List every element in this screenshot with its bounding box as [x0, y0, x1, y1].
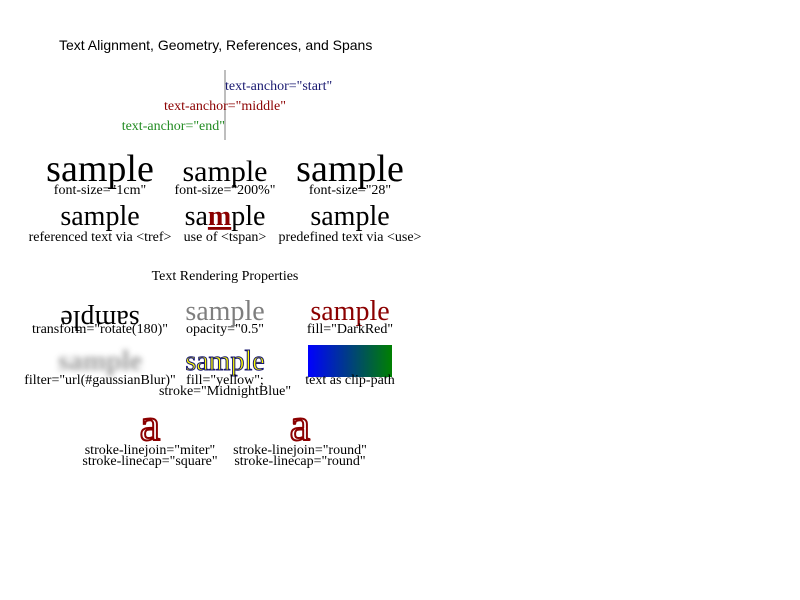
anchor-end-label: text-anchor="end" — [122, 119, 225, 134]
sample-tref: sample — [60, 201, 139, 232]
clip-path-gradient — [308, 345, 392, 377]
label-stroke-midnightblue: stroke="MidnightBlue" — [159, 384, 291, 399]
sample-rotated: sample — [60, 304, 139, 335]
label-tspan: use of <tspan> — [184, 230, 267, 245]
sample-use: sample — [310, 201, 389, 232]
anchor-middle-label: text-anchor="middle" — [164, 99, 286, 114]
main-title: Text Alignment, Geometry, References, an… — [59, 37, 372, 53]
tspan-before: sa — [185, 201, 209, 232]
sample-font-size-absolute: sample — [296, 148, 404, 190]
label-font-size-cm: font-size="1cm" — [54, 183, 146, 198]
sample-stroked: sample — [185, 346, 264, 377]
label-rotate: transform="rotate(180)" — [32, 322, 168, 337]
sample-fill-darkred: sample — [310, 296, 389, 327]
label-linejoin-miter: stroke-linejoin="miter" — [85, 443, 216, 458]
label-clip-path: text as clip-path — [305, 373, 394, 388]
tspan-highlight: m — [208, 201, 231, 232]
glyph-a-miter: a — [140, 399, 160, 450]
label-filter: filter="url(#gaussianBlur)" — [24, 373, 176, 388]
label-fill-darkred: fill="DarkRed" — [307, 322, 393, 337]
label-tref: referenced text via <tref> — [29, 230, 172, 245]
label-font-size-absolute: font-size="28" — [309, 183, 391, 198]
anchor-start-label: text-anchor="start" — [225, 79, 332, 94]
label-font-size-percent: font-size="200%" — [175, 183, 276, 198]
sample-blurred: sample — [58, 346, 142, 377]
tspan-after: ple — [231, 201, 265, 232]
glyph-a-round: a — [290, 399, 310, 450]
sample-font-size-cm: sample — [46, 148, 154, 190]
label-opacity: opacity="0.5" — [186, 322, 264, 337]
sample-tspan: sample — [185, 201, 266, 232]
label-linejoin-round: stroke-linejoin="round" — [233, 443, 367, 458]
label-use: predefined text via <use> — [279, 230, 422, 245]
sample-font-size-percent: sample — [183, 155, 268, 188]
label-linecap-square: stroke-linecap="square" — [82, 454, 217, 469]
label-fill-yellow: fill="yellow"; — [186, 373, 264, 388]
sample-opacity: sample — [185, 296, 264, 327]
label-linecap-round: stroke-linecap="round" — [234, 454, 365, 469]
rendering-title: Text Rendering Properties — [152, 269, 299, 284]
